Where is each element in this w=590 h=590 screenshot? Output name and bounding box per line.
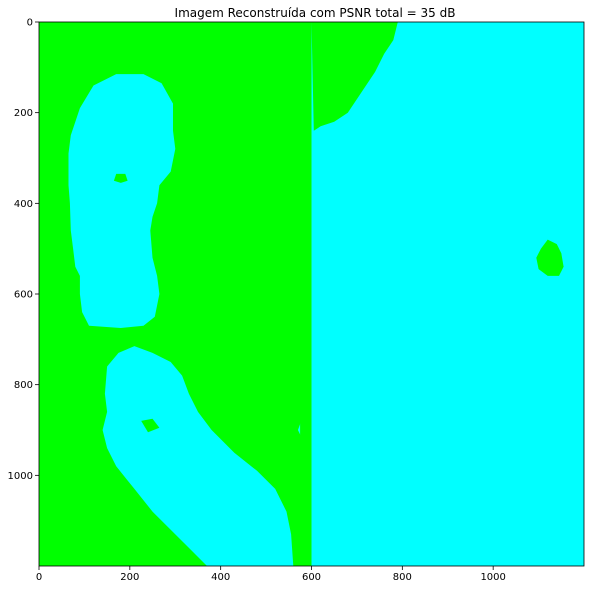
x-tick-label-800: 800 [393,572,412,583]
y-tick-label-800: 800 [14,380,33,391]
x-axis: 0 200 400 600 800 1000 [36,566,506,583]
x-tick-label-1000: 1000 [480,572,505,583]
x-tick-label-200: 200 [120,572,139,583]
y-tick-label-200: 200 [14,108,33,119]
y-tick-label-400: 400 [14,199,33,210]
y-tick-label-0: 0 [27,18,33,29]
region-green-patch-top [311,22,398,131]
chart-title: Imagem Reconstruída com PSNR total = 35 … [175,6,456,20]
region-eye-right [177,175,187,182]
plot-area [38,21,585,567]
x-tick-label-0: 0 [36,572,42,583]
region-eye-left [113,173,128,183]
x-tick-label-600: 600 [302,572,321,583]
y-axis: 0 200 400 600 800 1000 [8,18,39,482]
region-green-spot-right [536,239,564,276]
region-green-blob-body [141,418,160,433]
x-tick-label-400: 400 [211,572,230,583]
region-face [68,74,176,328]
y-tick-label-1000: 1000 [8,471,33,482]
region-shoulder-body [102,346,294,566]
region-green-strip-left-of-boundary [300,22,312,566]
region-right-background [297,22,584,566]
y-tick-label-600: 600 [14,290,33,301]
